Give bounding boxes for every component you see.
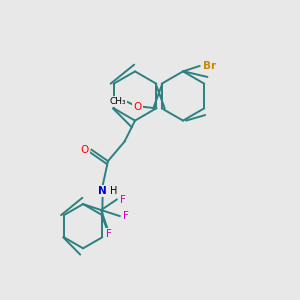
Text: N: N — [98, 186, 107, 196]
Text: F: F — [120, 195, 126, 205]
Text: Br: Br — [202, 61, 216, 71]
Text: CH₃: CH₃ — [110, 97, 126, 106]
Text: F: F — [123, 211, 129, 221]
Text: O: O — [81, 145, 89, 155]
Text: H: H — [110, 186, 118, 196]
Text: O: O — [133, 102, 142, 112]
Text: F: F — [106, 229, 112, 239]
